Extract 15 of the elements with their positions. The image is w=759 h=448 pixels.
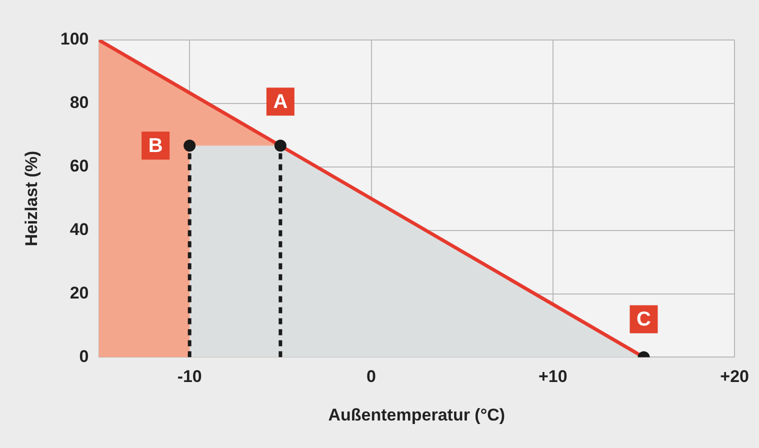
y-tick-label: 60 (70, 156, 89, 176)
y-tick-label: 80 (70, 93, 89, 112)
x-axis-title: Außentemperatur (°C) (328, 405, 506, 424)
x-tick-label: +20 (720, 367, 750, 386)
annotation: C (636, 308, 651, 331)
y-tick-label: 40 (70, 220, 89, 240)
x-tick-label: -10 (177, 367, 202, 386)
y-tick-label: 0 (79, 346, 89, 366)
y-tick-label: 100 (60, 30, 89, 49)
y-axis-title: Heizlast (%) (22, 150, 41, 246)
x-tick-label: +10 (538, 367, 568, 386)
y-tick-label: 20 (70, 283, 89, 302)
annotation: B (148, 135, 163, 158)
annotation: A (273, 91, 288, 114)
x-tick-label: 0 (366, 367, 376, 386)
